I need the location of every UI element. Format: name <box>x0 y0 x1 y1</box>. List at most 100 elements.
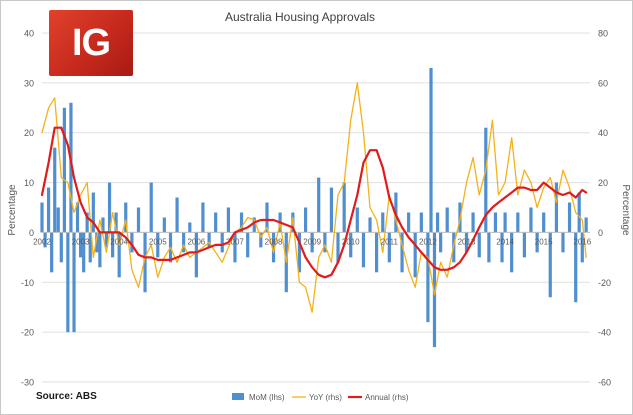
mom-bar <box>214 212 218 233</box>
x-tick-label: 2005 <box>149 237 167 246</box>
mom-bar <box>355 207 359 233</box>
mom-bar <box>567 202 572 233</box>
mom-bar <box>226 207 230 233</box>
mom-bar <box>323 232 327 253</box>
mom-bar <box>72 232 76 333</box>
mom-bar <box>182 232 186 253</box>
mom-bar <box>374 232 379 273</box>
legend-label: Annual (rhs) <box>365 393 409 402</box>
mom-bar <box>574 232 578 303</box>
mom-bar <box>66 232 70 333</box>
mom-bar <box>336 232 340 263</box>
chart-title: Australia Housing Approvals <box>225 10 375 24</box>
mom-bar <box>162 217 166 233</box>
legend-swatch-mom <box>232 393 244 400</box>
y-tick-label-right: -20 <box>598 278 611 288</box>
mom-bar <box>91 192 95 233</box>
mom-bar <box>407 212 411 233</box>
mom-bar <box>419 212 423 233</box>
mom-bar <box>471 212 475 233</box>
mom-bar <box>104 232 109 248</box>
mom-bar <box>69 102 73 233</box>
mom-bar <box>329 187 334 233</box>
mom-bar <box>188 222 192 233</box>
mom-bar <box>445 207 449 233</box>
y-tick-label-right: 80 <box>598 29 608 39</box>
mom-bar <box>143 232 147 293</box>
mom-bar <box>78 232 83 258</box>
mom-bar <box>53 147 57 233</box>
mom-bar <box>522 232 526 258</box>
y-tick-label-right: 60 <box>598 78 608 88</box>
x-tick-label: 2004 <box>110 237 128 246</box>
mom-bar <box>400 232 404 273</box>
legend-label: YoY (rhs) <box>309 393 342 402</box>
annual-line <box>40 126 588 279</box>
x-tick-label: 2006 <box>187 237 205 246</box>
yoy-line <box>41 82 587 313</box>
mom-bar <box>56 207 60 233</box>
mom-bar <box>577 192 581 233</box>
mom-bar <box>349 232 353 258</box>
mom-bar <box>580 232 584 263</box>
mom-bar <box>149 182 153 233</box>
y-tick-label-left: 10 <box>24 178 34 188</box>
mom-bar <box>342 182 346 233</box>
mom-bar <box>252 217 256 233</box>
mom-bar <box>435 212 440 233</box>
y-tick-label-right: 0 <box>598 228 603 238</box>
y-tick-label-right: -60 <box>598 378 611 388</box>
mom-bar <box>43 232 47 248</box>
legend-label: MoM (lhs) <box>249 393 285 402</box>
mom-bar <box>503 212 507 233</box>
mom-bar <box>439 232 443 253</box>
tick-labels: -30 -60 -20 -40 -10 -20 0 0 10 20 20 40 30 60 40 80 2002… <box>21 29 611 388</box>
mom-bar <box>62 107 66 233</box>
x-tick-label: 2003 <box>72 237 90 246</box>
y-tick-label-left: 20 <box>24 128 34 138</box>
mom-bar <box>220 232 224 253</box>
x-tick-label: 2007 <box>226 237 244 246</box>
mom-bar <box>201 202 205 233</box>
x-tick-label: 2013 <box>458 237 476 246</box>
x-tick-label: 2014 <box>496 237 514 246</box>
x-tick-label: 2011 <box>381 237 399 246</box>
mom-bar <box>40 202 44 233</box>
mom-bar <box>233 232 237 263</box>
mom-bar <box>387 232 391 263</box>
mom-bar <box>82 232 86 273</box>
mom-bar <box>317 177 321 233</box>
mom-bar <box>95 232 99 253</box>
ig-logo: IG <box>49 10 133 76</box>
mom-bar <box>493 212 498 233</box>
y-tick-label-left: -10 <box>21 278 34 288</box>
y-tick-label-right: 20 <box>598 178 608 188</box>
mom-bar <box>510 232 514 273</box>
mom-bar <box>59 232 63 263</box>
mom-bar <box>548 232 552 298</box>
y-tick-label-right: 40 <box>598 128 608 138</box>
series-lines <box>40 82 588 313</box>
x-tick-label: 2010 <box>342 237 360 246</box>
mom-bar <box>265 202 269 233</box>
mom-bar <box>50 232 54 273</box>
mom-bar <box>297 232 302 273</box>
mom-bar <box>117 232 121 278</box>
mom-bar <box>246 232 250 258</box>
mom-bar <box>75 202 80 233</box>
y-axis-label-left: Percentage <box>7 184 18 236</box>
mom-bar <box>500 232 504 263</box>
legend: MoM (lhs) YoY (rhs) Annual (rhs) <box>232 393 409 402</box>
mom-bar <box>130 232 134 253</box>
y-tick-label-left: 0 <box>29 228 34 238</box>
mom-bar <box>561 232 565 253</box>
x-tick-label: 2008 <box>265 237 283 246</box>
mom-bar <box>114 212 118 233</box>
mom-bar <box>529 207 533 233</box>
mom-bar <box>111 232 115 258</box>
mom-bar <box>464 232 469 253</box>
source-note: Source: ABS <box>36 391 97 402</box>
mom-bar <box>259 232 263 248</box>
mom-bar <box>487 232 491 263</box>
